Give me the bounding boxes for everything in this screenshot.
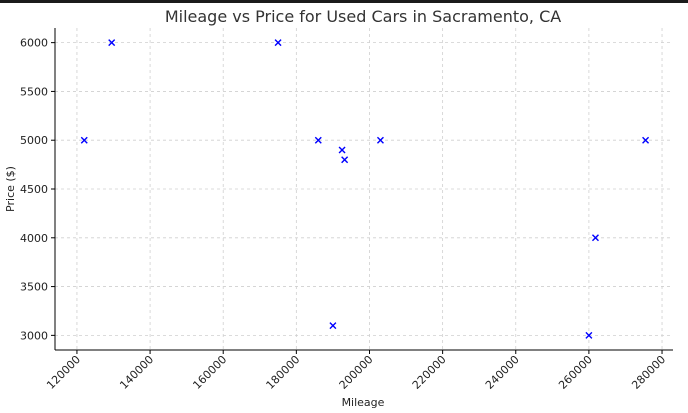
data-point bbox=[585, 331, 593, 339]
data-point bbox=[80, 136, 88, 144]
x-tick-label: 160000 bbox=[190, 353, 229, 392]
y-tick-label: 3500 bbox=[20, 281, 48, 294]
data-point bbox=[314, 136, 322, 144]
y-tick-label: 4500 bbox=[20, 183, 48, 196]
grid bbox=[55, 28, 673, 350]
x-tick-label: 140000 bbox=[117, 353, 156, 392]
x-tick-label: 260000 bbox=[556, 353, 595, 392]
data-points bbox=[80, 39, 650, 339]
x-tick-label: 120000 bbox=[44, 353, 83, 392]
x-tick-label: 180000 bbox=[264, 353, 303, 392]
y-tick-label: 3000 bbox=[20, 329, 48, 342]
data-point bbox=[642, 136, 650, 144]
data-point bbox=[274, 39, 282, 47]
y-axis-ticks: 3000 3500 4000 4500 5000 5500 6000 bbox=[20, 37, 55, 342]
x-tick-label: 280000 bbox=[629, 353, 668, 392]
y-tick-label: 5500 bbox=[20, 85, 48, 98]
data-point bbox=[591, 234, 599, 242]
top-border bbox=[0, 0, 688, 3]
x-tick-label: 200000 bbox=[337, 353, 376, 392]
data-point bbox=[338, 146, 346, 154]
chart-title: Mileage vs Price for Used Cars in Sacram… bbox=[165, 7, 561, 26]
x-tick-label: 220000 bbox=[410, 353, 449, 392]
data-point bbox=[108, 39, 116, 47]
y-tick-label: 5000 bbox=[20, 134, 48, 147]
data-point bbox=[329, 322, 337, 330]
data-point bbox=[341, 156, 349, 164]
y-tick-label: 6000 bbox=[20, 37, 48, 50]
x-axis-label: Mileage bbox=[342, 396, 385, 409]
x-axis-ticks: 120000 140000 160000 180000 200000 220000 2400… bbox=[44, 350, 668, 392]
data-point bbox=[376, 136, 384, 144]
x-tick-label: 240000 bbox=[483, 353, 522, 392]
y-tick-label: 4000 bbox=[20, 232, 48, 245]
y-axis-label: Price ($) bbox=[4, 166, 17, 212]
